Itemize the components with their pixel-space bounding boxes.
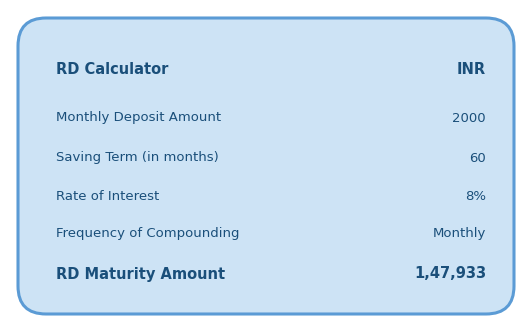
Text: 1,47,933: 1,47,933 <box>414 267 486 282</box>
Text: Rate of Interest: Rate of Interest <box>56 190 159 203</box>
Text: Saving Term (in months): Saving Term (in months) <box>56 151 219 164</box>
FancyBboxPatch shape <box>18 18 514 314</box>
Text: RD Calculator: RD Calculator <box>56 62 168 77</box>
Text: INR: INR <box>457 62 486 77</box>
Text: Frequency of Compounding: Frequency of Compounding <box>56 227 239 240</box>
Text: 8%: 8% <box>465 190 486 203</box>
Text: Monthly Deposit Amount: Monthly Deposit Amount <box>56 112 221 124</box>
Text: Monthly: Monthly <box>433 227 486 240</box>
Text: 60: 60 <box>469 151 486 164</box>
Text: RD Maturity Amount: RD Maturity Amount <box>56 267 225 282</box>
Text: 2000: 2000 <box>452 112 486 124</box>
